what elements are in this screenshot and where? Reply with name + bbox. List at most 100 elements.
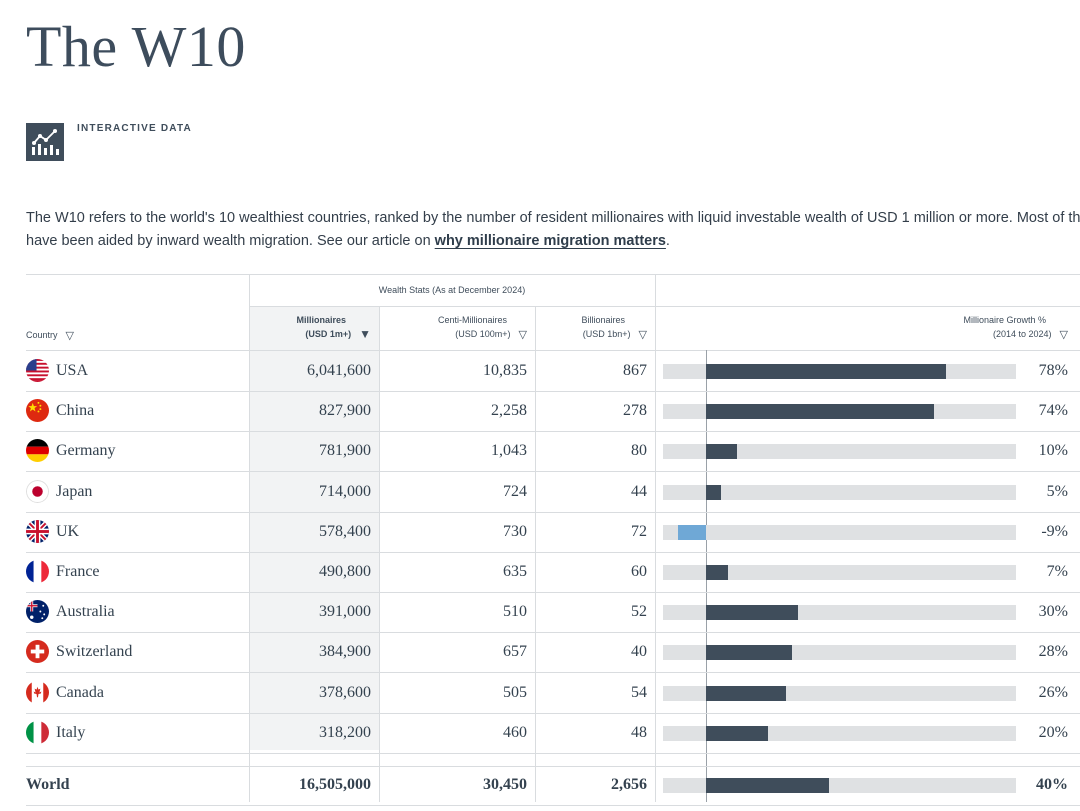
growth-bar: [706, 404, 934, 420]
growth-bar-track: [663, 685, 1016, 701]
growth-percent: 30%: [1038, 603, 1068, 621]
centi-header-sublabel: (USD 100m+): [455, 329, 511, 339]
growth-bar: [706, 484, 722, 500]
growth-percent: 40%: [1036, 776, 1068, 793]
millionaires-value: 391,000: [319, 603, 371, 621]
growth-bar-track: [663, 565, 1016, 580]
country-name: Australia: [56, 603, 115, 621]
centi-millionaires-value: 30,450: [483, 776, 527, 793]
intro-line-2: have been aided by inward wealth migrati…: [26, 230, 1080, 253]
growth-bar: [678, 524, 706, 540]
country-column-header[interactable]: Country ▽: [26, 328, 74, 343]
millionaires-column-highlight: [249, 306, 379, 750]
millionaires-value: 578,400: [319, 522, 371, 540]
billionaires-value: 2,656: [611, 776, 647, 793]
growth-bar-track: [663, 364, 1016, 379]
millionaires-value: 827,900: [319, 402, 371, 420]
table-row: Germany 781,900 1,043 80 10%: [26, 431, 1080, 471]
table-row: UK 578,400 730 72 -9%: [26, 512, 1080, 552]
growth-percent: 74%: [1038, 402, 1068, 420]
billionaires-value: 44: [631, 482, 647, 500]
country-name: World: [26, 776, 70, 793]
sort-desc-filled-icon[interactable]: ▼: [359, 327, 371, 341]
intro-text: The W10 refers to the world's 10 wealthi…: [26, 207, 1080, 253]
billionaires-value: 60: [631, 563, 647, 580]
growth-bar-track: [663, 605, 1016, 621]
badge-label: INTERACTIVE DATA: [77, 123, 192, 134]
germany-flag-icon: [26, 439, 49, 463]
centi-millionaires-value: 510: [503, 603, 527, 621]
billionaires-value: 278: [623, 402, 647, 420]
growth-percent: 7%: [1046, 563, 1068, 580]
growth-bar-track: [663, 484, 1016, 500]
table-row: Japan 714,000 724 44 5%: [26, 472, 1080, 512]
country-name: France: [56, 563, 100, 580]
country-name: Switzerland: [56, 643, 133, 661]
country-name: China: [56, 402, 95, 420]
billionaires-value: 52: [631, 603, 647, 621]
growth-percent: 26%: [1038, 683, 1068, 701]
millionaires-value: 490,800: [319, 563, 371, 580]
growth-bar-track: [663, 404, 1016, 420]
growth-bar: [706, 444, 737, 460]
billionaires-value: 54: [631, 683, 647, 701]
centi-millionaires-column-header[interactable]: Centi-Millionaires (USD 100m+) ▽: [379, 313, 527, 342]
growth-bar-track: [663, 645, 1016, 661]
table-row: Italy 318,200 460 48 20%: [26, 713, 1080, 753]
growth-percent: 28%: [1038, 643, 1068, 661]
billionaires-header-label: Billionaires: [581, 315, 625, 325]
millionaires-value: 378,600: [319, 683, 371, 701]
growth-percent: 5%: [1046, 482, 1068, 500]
millionaires-value: 714,000: [319, 482, 371, 500]
growth-header-label: Millionaire Growth %: [963, 315, 1046, 325]
country-name: Canada: [56, 683, 104, 701]
country-name: UK: [56, 522, 80, 540]
growth-bar: [706, 605, 799, 621]
billionaires-value: 40: [631, 643, 647, 661]
table-row: Switzerland 384,900 657 40 28%: [26, 632, 1080, 672]
millionaires-value: 6,041,600: [307, 362, 371, 379]
sort-triangle-icon[interactable]: ▽: [1059, 329, 1068, 341]
billionaires-value: 867: [623, 362, 647, 379]
uk-flag-icon: [26, 519, 49, 543]
millionaires-header-sublabel: (USD 1m+): [305, 329, 352, 339]
country-name: Japan: [56, 482, 93, 500]
sort-triangle-icon[interactable]: ▽: [638, 329, 647, 341]
canada-flag-icon: [26, 680, 49, 704]
intro-line-2-text: have been aided by inward wealth migrati…: [26, 233, 435, 249]
growth-percent: 20%: [1038, 723, 1068, 741]
australia-flag-icon: [26, 600, 49, 624]
world-total-row: World 16,505,000 30,450 2,656 40%: [26, 765, 1080, 805]
millionaires-header-label: Millionaires: [296, 315, 346, 325]
billionaires-column-header[interactable]: Billionaires (USD 1bn+) ▽: [535, 313, 647, 342]
millionaires-value: 781,900: [319, 442, 371, 460]
chart-analytics-icon: [26, 123, 64, 161]
growth-percent: -9%: [1041, 522, 1068, 540]
table-row: China 827,900 2,258 278 74%: [26, 391, 1080, 431]
country-name: USA: [56, 362, 89, 379]
table-row: Australia 391,000 510 52 30%: [26, 592, 1080, 632]
growth-bar: [706, 685, 787, 701]
table-row: Canada 378,600 505 54 26%: [26, 673, 1080, 713]
usa-flag-icon: [26, 359, 49, 382]
millionaires-value: 384,900: [319, 643, 371, 661]
growth-bar-track: [663, 444, 1016, 460]
centi-header-label: Centi-Millionaires: [437, 315, 507, 325]
migration-article-link[interactable]: why millionaire migration matters: [434, 233, 666, 249]
growth-bar: [706, 645, 793, 661]
growth-bar-track: [663, 524, 1016, 540]
millionaires-value: 318,200: [319, 723, 371, 741]
country-name: Italy: [56, 723, 86, 741]
sort-triangle-icon[interactable]: ▽: [518, 329, 527, 341]
growth-column-header[interactable]: Millionaire Growth % (2014 to 2024) ▽: [663, 313, 1068, 342]
millionaires-column-header[interactable]: Millionaires (USD 1m+) ▼: [249, 313, 371, 341]
table-row: France 490,800 635 60 7%: [26, 552, 1080, 592]
billionaires-value: 48: [631, 723, 647, 741]
japan-flag-icon: [26, 479, 49, 503]
centi-millionaires-value: 635: [503, 563, 527, 580]
growth-bar: [706, 565, 728, 580]
growth-percent: 78%: [1038, 362, 1068, 379]
growth-bar: [706, 725, 768, 741]
sort-triangle-icon[interactable]: ▽: [65, 330, 74, 342]
growth-bar-track: [663, 778, 1016, 793]
